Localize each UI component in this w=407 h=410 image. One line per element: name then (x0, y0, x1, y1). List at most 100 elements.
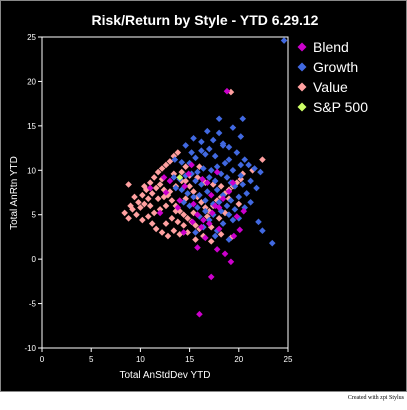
data-point (162, 161, 170, 169)
data-point (215, 198, 223, 206)
data-point (166, 188, 174, 195)
data-point (180, 211, 187, 219)
data-point (194, 211, 201, 219)
data-point (202, 234, 209, 242)
data-point (152, 184, 160, 192)
data-point (207, 191, 215, 199)
data-point (259, 156, 266, 163)
data-point (257, 168, 264, 176)
data-point (213, 227, 221, 235)
data-point (235, 200, 243, 208)
y-tick-label: 20 (27, 77, 36, 86)
data-point (223, 87, 231, 95)
y-axis: -10 -5 0 5 10 15 20 25 (24, 33, 42, 353)
data-point (131, 193, 138, 201)
legend-label: Blend (313, 39, 349, 55)
data-point (209, 136, 217, 144)
data-point (259, 227, 266, 235)
data-point (176, 197, 184, 204)
data-point (144, 195, 152, 203)
data-point (202, 197, 209, 204)
x-tick-label: 5 (89, 355, 94, 364)
data-point (188, 161, 195, 169)
data-point (192, 154, 199, 162)
data-point (156, 206, 164, 213)
data-point (129, 206, 136, 213)
data-point (192, 236, 199, 243)
data-point (198, 181, 205, 188)
data-point (168, 197, 176, 204)
legend-marker (297, 82, 307, 92)
y-tick-label: 0 (32, 255, 37, 264)
x-tick-label: 25 (284, 355, 293, 364)
data-point (194, 168, 201, 176)
data-point (156, 209, 164, 217)
data-point (229, 216, 237, 224)
data-point (223, 174, 231, 181)
data-point (230, 232, 238, 240)
x-axis: 0 5 10 15 20 25 (40, 348, 293, 364)
data-point (202, 207, 209, 215)
data-point (184, 229, 191, 236)
data-point (135, 198, 142, 206)
y-tick-label: -10 (24, 344, 36, 353)
y-axis-label: Total AnRtn YTD (9, 156, 20, 230)
data-point (205, 145, 213, 153)
data-point (121, 209, 128, 217)
data-point (227, 258, 235, 266)
data-point (170, 227, 178, 235)
data-point (180, 229, 187, 236)
data-point (127, 202, 134, 210)
data-point (182, 177, 189, 185)
data-point (207, 166, 215, 174)
data-point (215, 129, 223, 137)
data-point (207, 273, 215, 281)
data-point (213, 186, 221, 194)
data-point (229, 124, 237, 131)
data-point (205, 174, 213, 181)
data-point (208, 209, 216, 217)
y-tick-label: 15 (27, 122, 36, 131)
data-point (236, 226, 244, 234)
data-point (181, 182, 188, 190)
data-point (229, 179, 237, 187)
data-point (255, 218, 262, 226)
data-point (166, 177, 174, 185)
data-point (174, 204, 182, 211)
data-point (162, 220, 170, 227)
data-point (245, 161, 252, 169)
legend-marker (297, 102, 307, 112)
data-point (219, 220, 227, 227)
data-point (148, 220, 156, 227)
data-point (182, 142, 189, 149)
data-point (170, 170, 178, 178)
legend: Blend Growth Value S&P 500 (297, 39, 368, 115)
credit-text: Created with zpi Stylus (347, 395, 404, 401)
data-point (237, 172, 245, 179)
y-tick-label: -5 (29, 300, 37, 309)
data-point (223, 202, 231, 210)
data-point (211, 232, 219, 240)
data-point (198, 147, 205, 155)
data-point (196, 191, 203, 199)
x-axis-label: Total AnStdDev YTD (120, 370, 211, 381)
data-point (174, 149, 182, 156)
data-point (180, 222, 187, 229)
data-point (225, 143, 233, 151)
data-point (207, 223, 215, 231)
data-point (176, 230, 184, 238)
data-point (217, 230, 225, 238)
data-point (184, 190, 191, 197)
data-point (213, 246, 221, 253)
data-point (190, 193, 197, 201)
data-point (168, 214, 176, 222)
data-point (171, 156, 179, 163)
data-point (199, 175, 206, 183)
data-point (215, 225, 223, 233)
data-point (152, 225, 160, 233)
data-point (189, 218, 196, 226)
legend-label: Value (313, 79, 348, 95)
data-point (219, 142, 227, 149)
data-point (217, 182, 225, 190)
data-point (176, 174, 184, 181)
